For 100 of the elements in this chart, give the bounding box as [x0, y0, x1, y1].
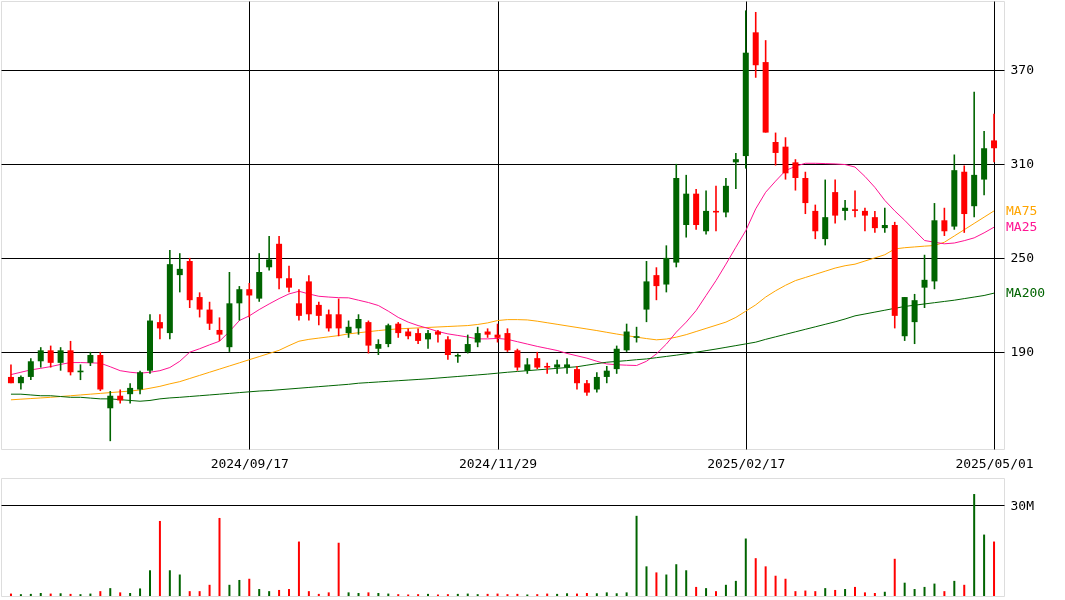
bar	[337, 542, 340, 596]
bar	[29, 593, 32, 596]
x-tick-label: 2024/09/17	[210, 455, 289, 471]
bar	[168, 570, 171, 596]
bar	[923, 586, 926, 596]
bar	[824, 588, 827, 596]
bar	[218, 517, 221, 596]
bar	[566, 593, 569, 596]
bar	[814, 591, 817, 596]
series-label: MA25	[1006, 219, 1038, 235]
candlestick	[703, 189, 710, 236]
bar	[158, 520, 161, 596]
candlestick	[653, 266, 660, 301]
bar	[665, 574, 668, 596]
bar	[943, 591, 946, 596]
candlestick	[266, 235, 273, 272]
candlestick	[792, 158, 799, 192]
bar	[734, 580, 737, 596]
bar	[675, 564, 678, 596]
series-label: MA200	[1006, 285, 1046, 301]
bar	[854, 586, 857, 596]
candlestick	[315, 300, 322, 327]
bar	[238, 579, 241, 596]
bar	[883, 591, 886, 596]
candlestick	[871, 210, 878, 234]
bar	[248, 578, 251, 596]
candlestick	[832, 178, 839, 225]
bar	[903, 582, 906, 596]
candlestick	[861, 206, 868, 233]
bar	[486, 593, 489, 596]
bar	[357, 592, 360, 596]
candlestick	[852, 189, 859, 218]
bar	[317, 593, 320, 596]
bar	[973, 494, 976, 596]
bar	[307, 591, 310, 596]
bar	[327, 592, 330, 596]
bar	[844, 589, 847, 596]
candlestick	[47, 344, 54, 369]
bar	[635, 515, 638, 596]
candlestick	[335, 297, 342, 338]
candlestick	[137, 369, 144, 395]
candlestick	[295, 288, 302, 322]
bar	[913, 589, 916, 596]
candlestick	[37, 346, 44, 369]
bar	[139, 588, 142, 596]
candlestick	[425, 329, 432, 350]
candlestick	[196, 291, 203, 319]
x-tick-label: 2024/11/29	[458, 455, 538, 471]
bar	[148, 570, 151, 596]
bar	[198, 591, 201, 596]
bar	[715, 591, 717, 596]
candlestick	[444, 335, 451, 361]
candlestick	[236, 285, 243, 322]
bar	[933, 583, 936, 596]
bar	[129, 592, 132, 596]
candlestick	[623, 322, 630, 353]
bar	[764, 566, 767, 596]
candlestick	[27, 357, 34, 381]
candlestick	[216, 316, 223, 342]
series-label: MA75	[1006, 202, 1038, 218]
bar	[705, 588, 708, 596]
bar	[953, 580, 956, 596]
candlestick	[494, 322, 501, 344]
candlestick	[325, 308, 332, 333]
bar	[744, 538, 747, 596]
candlestick	[822, 178, 829, 247]
candlestick	[812, 203, 819, 240]
candlestick	[286, 264, 293, 294]
candlestick	[941, 206, 948, 237]
line-series	[10, 210, 995, 401]
bar	[456, 593, 459, 596]
bar	[724, 584, 727, 596]
bar	[834, 589, 837, 596]
bar	[258, 589, 261, 596]
bar	[655, 572, 658, 596]
bar	[645, 566, 648, 596]
bar	[585, 592, 588, 596]
bar	[109, 588, 112, 596]
candlestick	[474, 326, 481, 348]
candlestick	[454, 352, 461, 364]
candlestick	[593, 371, 600, 394]
y-tick-label: 310	[1010, 156, 1034, 172]
bar	[69, 593, 72, 596]
bar	[774, 575, 777, 596]
bar	[59, 593, 62, 596]
y-tick-label: 190	[1010, 344, 1034, 360]
candlestick	[613, 344, 620, 375]
candlestick	[206, 300, 213, 331]
bar	[278, 589, 281, 596]
bar	[983, 534, 986, 596]
bar	[99, 591, 102, 596]
candlestick	[156, 313, 163, 341]
bar	[863, 592, 866, 596]
bar	[556, 593, 559, 596]
bar	[347, 592, 350, 596]
bar	[784, 578, 787, 596]
bar	[685, 570, 688, 596]
candlestick	[246, 282, 253, 319]
bar	[427, 593, 430, 596]
bar	[963, 584, 966, 596]
